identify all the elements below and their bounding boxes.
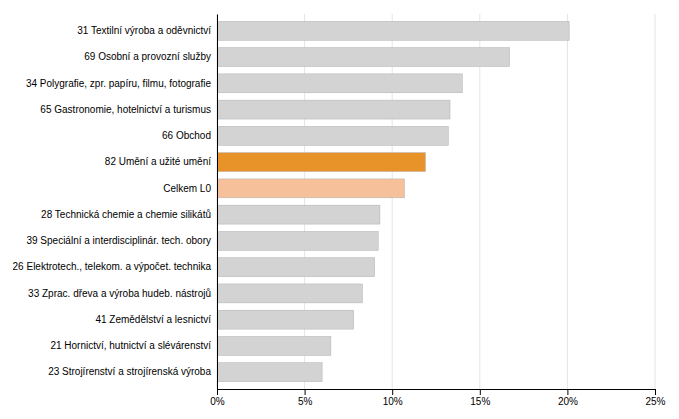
y-tick: 34 Polygrafie, zpr. papíru, filmu, fotog…	[26, 78, 217, 89]
x-tick: 20%	[558, 389, 578, 407]
y-tick-label: 34 Polygrafie, zpr. papíru, filmu, fotog…	[26, 78, 212, 89]
x-tick-label: 25%	[645, 396, 665, 407]
y-tick-label: 39 Speciální a interdisciplinár. tech. o…	[26, 235, 211, 246]
y-tick: 26 Elektrotech., telekom. a výpočet. tec…	[13, 261, 217, 272]
grid-line	[392, 14, 393, 389]
x-axis: 0% 5% 10% 15% 20% 25%	[210, 389, 665, 407]
y-tick-label: 26 Elektrotech., telekom. a výpočet. tec…	[13, 261, 212, 272]
grid-line	[567, 14, 568, 389]
y-tick-label: 82 Umění a užité umění	[105, 156, 211, 167]
y-tick: 39 Speciální a interdisciplinár. tech. o…	[26, 235, 217, 246]
y-axis-line	[217, 15, 218, 390]
bar	[217, 310, 354, 329]
bar	[217, 48, 510, 67]
bar	[217, 205, 380, 224]
x-tick-mark	[480, 389, 481, 395]
x-tick: 25%	[645, 389, 665, 407]
y-tick-label: 65 Gastronomie, hotelnictví a turismus	[40, 104, 211, 115]
bar	[217, 153, 425, 172]
x-tick-label: 10%	[383, 396, 403, 407]
bars	[217, 21, 569, 381]
x-tick-label: 15%	[470, 396, 490, 407]
y-tick-label: 31 Textilní výroba a oděvnictví	[77, 25, 211, 36]
x-tick-mark	[217, 389, 218, 395]
y-tick-label: Celkem L0	[163, 183, 211, 194]
bar	[217, 21, 569, 40]
bar	[217, 179, 404, 198]
y-tick-label: 21 Hornictví, hutnictví a slévárenství	[50, 340, 211, 351]
y-tick-label: 69 Osobní a provozní služby	[84, 51, 211, 62]
bar	[217, 284, 362, 303]
y-tick: 41 Zemědělství a lesnictví	[95, 314, 217, 325]
y-tick: 31 Textilní výroba a oděvnictví	[77, 25, 217, 36]
bar	[217, 74, 462, 93]
grid-line	[304, 14, 305, 389]
x-tick-mark	[567, 389, 568, 395]
x-tick-label: 20%	[558, 396, 578, 407]
y-tick: 28 Technická chemie a chemie silikátů	[41, 209, 217, 220]
x-axis-line	[218, 390, 656, 396]
y-tick-label: 23 Strojírenství a strojírenská výroba	[48, 366, 211, 377]
x-tick-label: 5%	[298, 396, 313, 407]
y-tick-label: 66 Obchod	[162, 130, 211, 141]
x-tick: 5%	[298, 389, 313, 407]
x-tick-mark	[392, 389, 393, 395]
grid-line	[479, 14, 480, 389]
chart: 0% 5% 10% 15% 20% 25% 31 Textilní výroba a odě…	[0, 0, 679, 419]
y-tick-label: 41 Zemědělství a lesnictví	[95, 314, 211, 325]
y-tick: 82 Umění a užité umění	[105, 156, 217, 167]
y-tick: 66 Obchod	[162, 130, 217, 141]
grid-line	[217, 14, 218, 389]
x-tick-mark	[655, 389, 656, 395]
x-tick: 10%	[383, 389, 403, 407]
x-tick: 15%	[470, 389, 490, 407]
bar	[217, 100, 450, 119]
grid-line	[655, 14, 656, 389]
y-tick: 23 Strojírenství a strojírenská výroba	[48, 366, 217, 377]
y-tick: Celkem L0	[163, 183, 217, 194]
y-tick: 33 Zprac. dřeva a výroba hudeb. nástrojů	[28, 288, 217, 299]
bar	[217, 126, 448, 145]
y-tick-label: 33 Zprac. dřeva a výroba hudeb. nástrojů	[28, 288, 211, 299]
bar	[217, 258, 375, 277]
bar	[217, 363, 322, 382]
y-tick: 21 Hornictví, hutnictví a slévárenství	[50, 340, 217, 351]
bar	[217, 231, 378, 250]
x-tick-label: 0%	[210, 396, 225, 407]
bar	[217, 336, 331, 355]
x-tick-mark	[305, 389, 306, 395]
grid	[217, 14, 655, 389]
x-tick: 0%	[210, 389, 225, 407]
y-axis: 31 Textilní výroba a oděvnictví 69 Osobní…	[13, 15, 218, 390]
y-tick: 69 Osobní a provozní služby	[84, 51, 217, 62]
y-tick: 65 Gastronomie, hotelnictví a turismus	[40, 104, 217, 115]
y-tick-label: 28 Technická chemie a chemie silikátů	[41, 209, 211, 220]
